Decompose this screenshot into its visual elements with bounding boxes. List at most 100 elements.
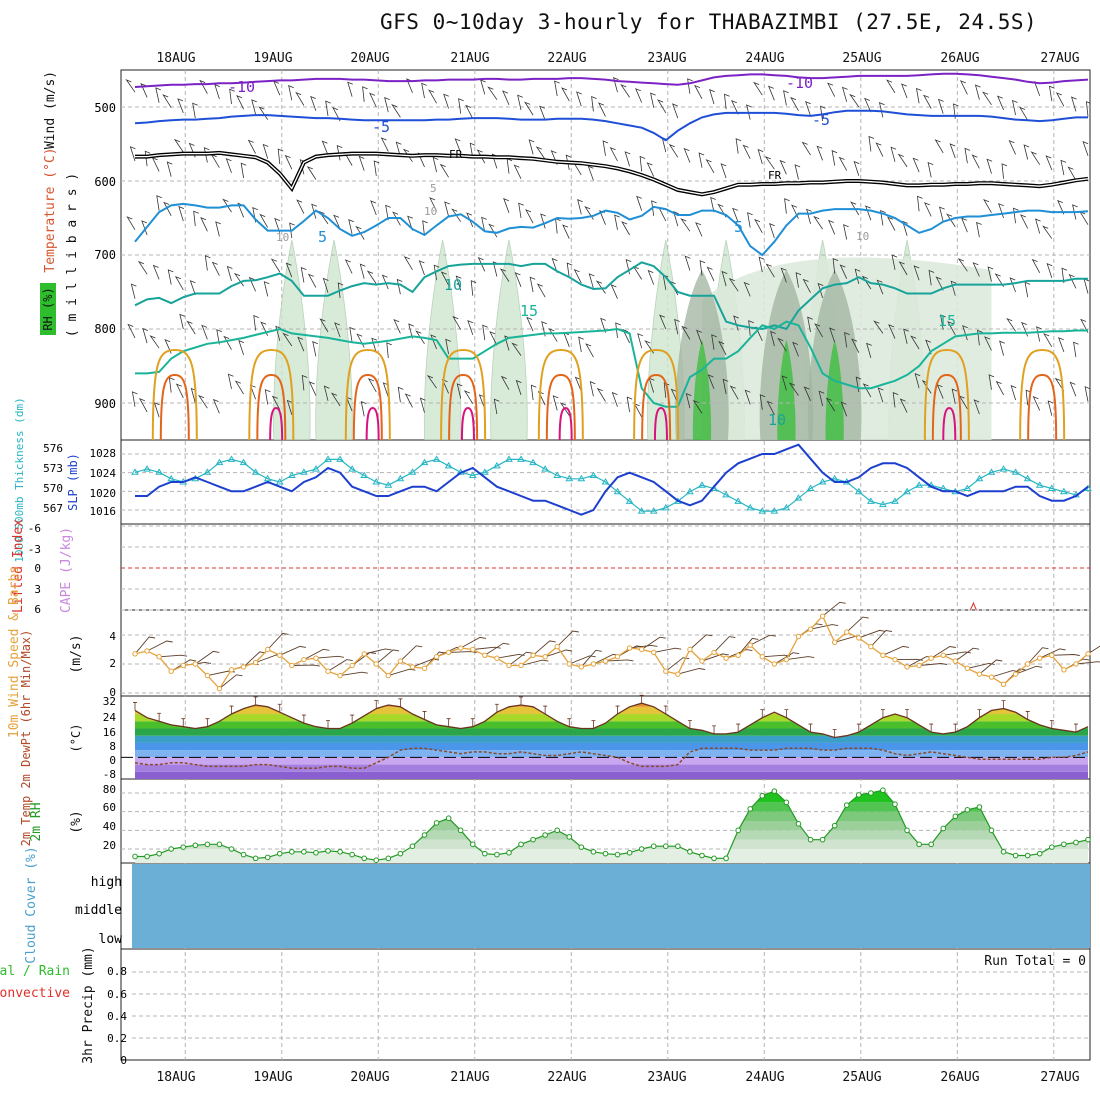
thickness-tick-label: 576 xyxy=(43,442,63,455)
upper-wind-barb xyxy=(880,209,886,226)
upper-wind-barb xyxy=(780,267,787,283)
upper-wind-barb xyxy=(395,141,402,157)
upper-wind-barb xyxy=(396,278,403,295)
rh-band xyxy=(135,802,1088,812)
temp-band xyxy=(135,771,1088,779)
hottest-contour xyxy=(558,406,573,440)
upper-wind-barb xyxy=(227,373,234,389)
temp-minmax-whisker xyxy=(494,703,499,713)
upper-wind-barb xyxy=(131,391,138,407)
upper-wind-barb xyxy=(621,221,630,236)
upper-wind-barb xyxy=(596,387,606,402)
wind10m-barb xyxy=(701,653,729,662)
rh-contour-label: 5 xyxy=(430,182,437,195)
upper-wind-barb xyxy=(514,272,522,287)
upper-wind-barb xyxy=(349,326,355,343)
upper-wind-barb xyxy=(140,82,148,98)
thickness-point xyxy=(468,471,477,479)
contour-label-freezing: FR xyxy=(768,169,782,182)
warm-contour xyxy=(344,348,391,440)
wind10m-barb xyxy=(159,654,188,658)
upper-wind-barb xyxy=(262,143,269,159)
top-day-labels: 18AUG 19AUG 20AUG 21AUG 22AUG 23AUG 24AU… xyxy=(156,51,1079,66)
wind10m-barb xyxy=(134,636,156,655)
upper-wind-barb xyxy=(950,280,957,296)
rh2m-point xyxy=(144,853,150,860)
thickness-point xyxy=(854,487,863,495)
thickness-point xyxy=(251,468,260,475)
upper-wind-barb xyxy=(563,332,570,347)
upper-wind-barb xyxy=(1010,385,1017,401)
wind10m-speed-point xyxy=(928,655,934,661)
upper-wind-barb xyxy=(831,150,838,166)
wind10m-speed-point xyxy=(831,639,838,645)
upper-wind-barb xyxy=(803,386,811,401)
upper-wind-barb xyxy=(744,389,751,405)
upper-wind-barb xyxy=(710,196,716,213)
slp-tick-label: 1024 xyxy=(90,467,117,480)
rh2m-point xyxy=(445,815,452,822)
upper-wind-barb xyxy=(614,214,620,230)
wind10m-speed-point xyxy=(675,671,681,677)
rh-contour-label: 10 xyxy=(424,205,437,218)
upper-wind-barb xyxy=(687,78,693,94)
upper-wind-barb xyxy=(792,341,799,357)
upper-wind-barb xyxy=(994,273,1004,288)
hot-contour xyxy=(1027,373,1058,440)
upper-wind-barb xyxy=(465,104,474,119)
thickness-point xyxy=(1035,481,1044,488)
wind10m-barb xyxy=(725,649,753,659)
upper-wind-barb xyxy=(890,146,897,162)
temp-minmax-whisker xyxy=(253,696,258,706)
wind10m-speed-point xyxy=(1012,671,1019,677)
upper-wind-barb xyxy=(322,277,329,293)
rh-axis-label: 2m RH xyxy=(29,802,44,841)
wind10m-speed-point xyxy=(759,654,765,660)
upper-wind-barb xyxy=(866,342,872,359)
rh2m-point xyxy=(1012,852,1019,859)
thickness-point xyxy=(577,474,586,482)
wind10m-barb xyxy=(1075,661,1100,665)
contour-fifteen-line xyxy=(135,320,1088,408)
rh2m-point xyxy=(482,850,488,857)
upper-wind-barb xyxy=(748,320,754,336)
bottom-day-labels: 18AUG 19AUG 20AUG 21AUG 22AUG 23AUG 24AU… xyxy=(156,1070,1079,1085)
bottom-day-label: 20AUG xyxy=(350,1070,389,1085)
wind10m-speed-point xyxy=(566,661,572,667)
wind10m-speed-point xyxy=(277,652,283,658)
hot-contour xyxy=(545,373,576,440)
rh-band xyxy=(135,830,1088,840)
temp-band xyxy=(135,742,1088,751)
upper-wind-barb xyxy=(767,85,775,101)
top-day-label: 24AUG xyxy=(745,51,784,66)
upper-wind-barb xyxy=(381,274,389,290)
temp-minmax-whisker xyxy=(1049,720,1054,729)
rh2m-point xyxy=(397,850,404,857)
upper-wind-barb xyxy=(720,163,727,179)
contour-ten-line xyxy=(134,261,1088,331)
wind10m-barb xyxy=(1015,665,1043,675)
rh2m-point xyxy=(1061,841,1067,848)
upper-wind-barb xyxy=(127,323,136,339)
wind10m-barb xyxy=(1039,648,1066,659)
top-day-label: 21AUG xyxy=(450,51,489,66)
thickness-point xyxy=(915,481,923,488)
slp-line xyxy=(135,443,1089,516)
rh-shade-light xyxy=(423,239,462,440)
upper-wind-barb xyxy=(415,330,425,345)
wind10m-speed-point xyxy=(554,643,560,650)
bottom-day-label: 25AUG xyxy=(842,1070,881,1085)
thickness-point xyxy=(891,497,899,504)
upper-wind-barb xyxy=(151,157,160,172)
lifted-index-tick-label: 3 xyxy=(34,583,41,596)
upper-wind-barb xyxy=(659,314,667,330)
upper-wind-barb xyxy=(271,395,281,410)
thickness-point xyxy=(975,474,984,482)
wind10m-speed-point xyxy=(192,661,199,667)
upper-wind-barb xyxy=(525,209,534,224)
hot-contour xyxy=(159,373,190,440)
slp-tick-label: 1016 xyxy=(90,505,117,518)
slp-tick-label: 1020 xyxy=(90,487,117,500)
wind10m-barb xyxy=(580,649,602,668)
